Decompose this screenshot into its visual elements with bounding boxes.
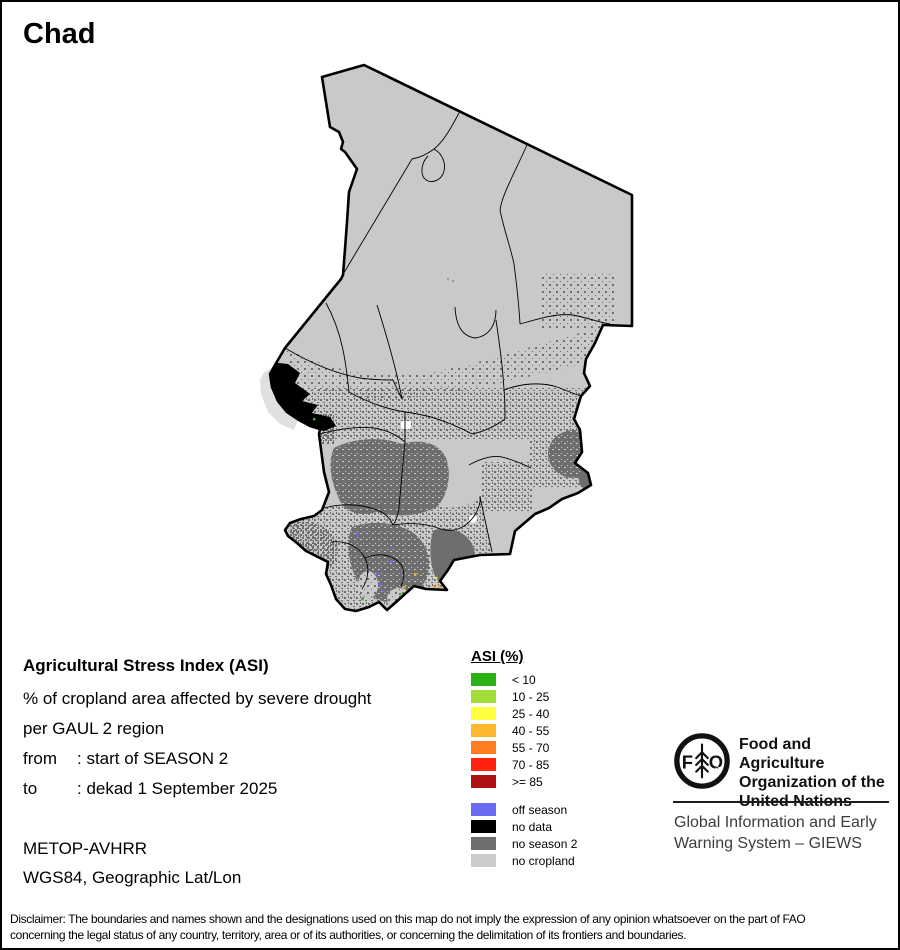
legend-swatch <box>471 803 496 816</box>
legend-item: >= 85 <box>471 773 651 790</box>
asi-subtitle: % of cropland area affected by severe dr… <box>23 689 372 708</box>
no-data-region <box>270 362 336 431</box>
legend-item: no data <box>471 818 651 835</box>
sensor-line: METOP-AVHRR <box>23 839 148 858</box>
from-value: : start of SEASON 2 <box>77 749 229 768</box>
legend-swatch <box>471 837 496 850</box>
legend-swatch <box>471 854 496 867</box>
asi-region-line: per GAUL 2 region <box>23 719 165 738</box>
to-value: : dekad 1 September 2025 <box>77 779 278 798</box>
legend-label: 70 - 85 <box>512 757 550 772</box>
legend-label: 55 - 70 <box>512 740 550 755</box>
legend-label: off season <box>512 802 568 817</box>
fao-logo-icon: F O FIAT PANIS <box>673 732 730 789</box>
legend-title: ASI (%) <box>471 648 524 665</box>
period-from: from : start of SEASON 2 <box>23 749 228 769</box>
legend-swatch <box>471 673 496 686</box>
legend-item: 55 - 70 <box>471 739 651 756</box>
region-boundaries <box>284 112 611 590</box>
disclaimer-line1: Disclaimer: The boundaries and names sho… <box>10 912 806 926</box>
legend-swatch <box>471 690 496 703</box>
disclaimer-line2: concerning the legal status of any count… <box>10 928 687 942</box>
legend-swatch <box>471 820 496 833</box>
legend-swatch <box>471 724 496 737</box>
legend-label: 25 - 40 <box>512 706 550 721</box>
legend-label: 10 - 25 <box>512 689 550 704</box>
legend-label: >= 85 <box>512 774 543 789</box>
footer-divider <box>673 801 889 803</box>
legend-item: 70 - 85 <box>471 756 651 773</box>
asi-heading: Agricultural Stress Index (ASI) <box>23 656 269 675</box>
legend-item: 10 - 25 <box>471 688 651 705</box>
legend-swatch <box>471 707 496 720</box>
legend-swatch <box>471 758 496 771</box>
legend-label: 40 - 55 <box>512 723 550 738</box>
legend-item: < 10 <box>471 671 651 688</box>
legend-item: no season 2 <box>471 835 651 852</box>
disclaimer: Disclaimer: The boundaries and names sho… <box>10 911 896 943</box>
legend-label: no season 2 <box>512 836 578 851</box>
svg-text:F: F <box>682 752 693 773</box>
period-to: to : dekad 1 September 2025 <box>23 779 277 799</box>
projection-line: WGS84, Geographic Lat/Lon <box>23 868 242 887</box>
legend-item: off season <box>471 801 651 818</box>
legend-item: 40 - 55 <box>471 722 651 739</box>
legend-label: no cropland <box>512 853 575 868</box>
legend: ASI (%) < 10 10 - 25 25 - 40 40 - 55 55 … <box>471 648 651 869</box>
legend-label: no data <box>512 819 553 834</box>
svg-text:O: O <box>709 752 723 773</box>
fao-org-name: Food and Agriculture Organization of the… <box>739 736 885 810</box>
from-label: from <box>23 749 57 768</box>
page-title: Chad <box>23 18 96 50</box>
giews-name: Global Information and Early Warning Sys… <box>674 814 877 852</box>
legend-label: < 10 <box>512 672 536 687</box>
legend-item: no cropland <box>471 852 651 869</box>
legend-swatch <box>471 741 496 754</box>
to-label: to <box>23 779 38 798</box>
legend-swatch <box>471 775 496 788</box>
legend-item: 25 - 40 <box>471 705 651 722</box>
country-border <box>268 63 634 613</box>
